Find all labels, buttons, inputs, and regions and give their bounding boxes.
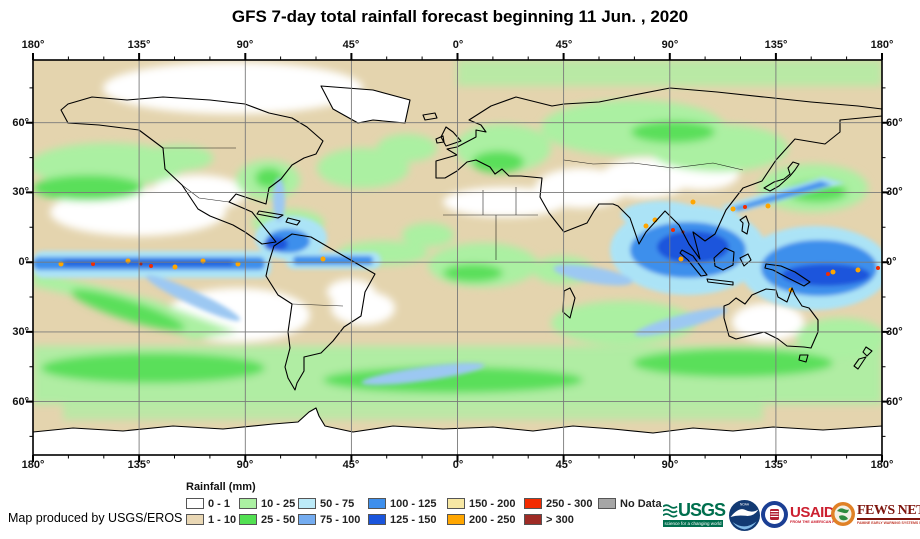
legend-item: 125 - 150 [368,513,447,526]
legend-item: 50 - 75 [298,497,368,510]
legend-column: 50 - 75 75 - 100 [298,497,368,526]
legend-swatch [447,514,465,525]
legend-grid: 0 - 1 1 - 10 10 - 25 25 - 50 50 - 75 75 … [186,497,668,526]
legend-title: Rainfall (mm) [186,481,256,493]
fewsnet-logo: FEWS NET FAMINE EARLY WARNING SYSTEMS NE… [831,502,920,526]
legend-swatch [524,498,542,509]
legend-item: No Data [598,497,668,510]
svg-text:NOAA: NOAA [740,503,750,507]
usgs-wordmark: USGS [677,500,726,520]
legend-swatch [298,498,316,509]
legend-column: 150 - 200 200 - 250 [447,497,524,526]
lat-label-right: 30° [886,326,903,338]
rainfall-layer [33,60,882,455]
legend-column: 250 - 300 > 300 [524,497,598,526]
lon-label-bottom: 180° [21,459,45,471]
lon-label-bottom: 0° [452,459,464,471]
country-borders [163,147,744,307]
legend-item: 1 - 10 [186,513,239,526]
lat-label-left: 30° [12,186,29,198]
usaid-seal-icon [761,501,788,528]
legend-column: No Data [598,497,668,526]
lon-label-top: 90° [236,39,254,51]
lon-label-bottom: 180° [870,459,894,471]
grid-layer [33,60,882,455]
legend-swatch [239,498,257,509]
lon-label-top: 135° [764,39,788,51]
lat-label-right: 30° [886,186,903,198]
usgs-wave-icon [663,503,678,518]
legend-swatch [239,514,257,525]
lon-label-top: 180° [870,39,894,51]
usaid-tagline: FROM THE AMERICAN PEOPLE [790,519,848,524]
lon-label-bottom: 90° [661,459,679,471]
legend-swatch [186,514,204,525]
lat-label-left: 0° [18,256,29,268]
lon-label-top: 180° [21,39,45,51]
lon-label-bottom: 135° [127,459,151,471]
legend-item: 250 - 300 [524,497,598,510]
legend-item: 10 - 25 [239,497,298,510]
lat-label-right: 60° [886,117,903,129]
legend-column: 100 - 125 125 - 150 [368,497,447,526]
legend-swatch [598,498,616,509]
lon-label-bottom: 45° [342,459,360,471]
legend-swatch [368,498,386,509]
fewsnet-globe-icon [831,502,855,526]
lat-label-left: 60° [12,396,29,408]
credit-text: Map produced by USGS/EROS [8,511,183,525]
lon-label-bottom: 45° [555,459,573,471]
lat-label-right: 0° [886,256,897,268]
lon-label-top: 0° [452,39,464,51]
lon-label-bottom: 90° [236,459,254,471]
usgs-tagline: science for a changing world [663,520,723,527]
legend-item: > 300 [524,513,598,526]
legend-column: 0 - 1 1 - 10 [186,497,239,526]
legend-item: 75 - 100 [298,513,368,526]
fewsnet-wordmark: FEWS NET [857,503,920,520]
noaa-seal-icon: NOAA [729,500,760,531]
noaa-logo: NOAA [729,500,760,536]
lon-label-bottom: 135° [764,459,788,471]
legend-swatch [524,514,542,525]
fewsnet-tagline: FAMINE EARLY WARNING SYSTEMS NETWORK [857,520,920,525]
lon-label-top: 90° [661,39,679,51]
legend-item: 100 - 125 [368,497,447,510]
lon-label-top: 135° [127,39,151,51]
legend-swatch [368,514,386,525]
usaid-wordmark: USAID [790,503,835,521]
lon-label-top: 45° [342,39,360,51]
world-map-svg [26,53,889,462]
lon-label-top: 45° [555,39,573,51]
legend-item: 25 - 50 [239,513,298,526]
map-title: GFS 7-day total rainfall forecast beginn… [231,7,689,26]
legend-swatch [298,514,316,525]
legend-swatch [186,498,204,509]
legend-item: 0 - 1 [186,497,239,510]
world-map [26,53,889,462]
legend-item: 150 - 200 [447,497,524,510]
usaid-logo: USAID FROM THE AMERICAN PEOPLE [761,501,848,528]
legend-swatch [447,498,465,509]
ticks-layer [26,53,889,462]
usgs-logo: USGS science for a changing world [663,500,726,527]
legend-column: 10 - 25 25 - 50 [239,497,298,526]
lat-label-left: 30° [12,326,29,338]
lat-label-right: 60° [886,396,903,408]
rainfall-legend: Rainfall (mm) 0 - 1 1 - 10 10 - 25 25 - … [186,481,668,526]
legend-item: 200 - 250 [447,513,524,526]
lat-label-left: 60° [12,117,29,129]
